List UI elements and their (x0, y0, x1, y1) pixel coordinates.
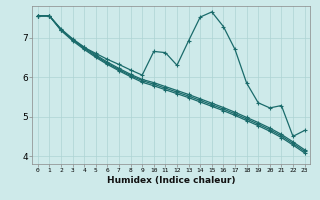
X-axis label: Humidex (Indice chaleur): Humidex (Indice chaleur) (107, 176, 236, 185)
